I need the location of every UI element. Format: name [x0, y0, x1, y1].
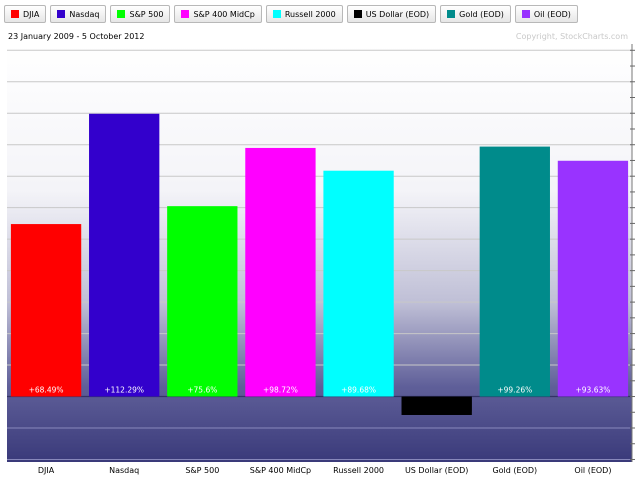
- legend-item-0[interactable]: DJIA: [4, 5, 47, 23]
- bar-0: [10, 224, 82, 397]
- bar-2: [167, 206, 238, 397]
- legend-label: Gold (EOD): [459, 9, 504, 19]
- legend-label: Oil (EOD): [533, 9, 571, 19]
- legend-swatch: [11, 10, 19, 18]
- value-label-0: +68.49%: [29, 386, 64, 395]
- legend-swatch: [353, 10, 362, 18]
- legend-swatch: [447, 10, 456, 18]
- legend-label: Russell 2000: [284, 9, 336, 19]
- bar-1: [89, 113, 160, 397]
- category-label-6: Gold (EOD): [492, 466, 537, 475]
- value-label-4: +89.68%: [341, 386, 376, 395]
- bar-3: [245, 147, 316, 397]
- bar-6: [479, 146, 550, 397]
- copyright-text: Copyright, StockCharts.com: [515, 32, 628, 41]
- value-label-3: +98.72%: [263, 386, 298, 395]
- legend-swatch: [272, 10, 281, 18]
- category-label-0: DJIA: [38, 466, 55, 475]
- legend: DJIA Nasdaq S&P 500 S&P 400 MidCp Russell 20…: [4, 5, 578, 25]
- legend-label: US Dollar (EOD): [365, 9, 430, 19]
- category-label-7: Oil (EOD): [574, 466, 611, 475]
- legend-item-6[interactable]: Gold (EOD): [440, 5, 511, 23]
- bar-7: [557, 160, 629, 397]
- legend-label: DJIA: [23, 9, 40, 19]
- value-label-1: +112.29%: [104, 386, 144, 395]
- legend-item-4[interactable]: Russell 2000: [265, 5, 343, 23]
- legend-item-1[interactable]: Nasdaq: [50, 5, 107, 23]
- legend-item-2[interactable]: S&P 500: [110, 5, 171, 23]
- value-label-bg-5: [401, 397, 472, 412]
- legend-label: Nasdaq: [69, 9, 100, 19]
- legend-label: S&P 400 MidCp: [193, 9, 255, 19]
- category-label-1: Nasdaq: [109, 466, 139, 475]
- legend-swatch: [57, 10, 66, 18]
- value-label-2: +75.6%: [187, 386, 217, 395]
- legend-swatch: [181, 10, 190, 18]
- category-label-5: US Dollar (EOD): [405, 466, 468, 475]
- category-label-3: S&P 400 MidCp: [250, 466, 311, 475]
- legend-item-5[interactable]: US Dollar (EOD): [346, 5, 437, 23]
- legend-item-3[interactable]: S&P 400 MidCp: [174, 5, 262, 23]
- value-label-6: +99.26%: [497, 386, 532, 395]
- legend-swatch: [521, 10, 530, 18]
- date-range: 23 January 2009 - 5 October 2012: [8, 32, 145, 41]
- legend-item-7[interactable]: Oil (EOD): [514, 5, 578, 23]
- category-label-4: Russell 2000: [333, 466, 384, 475]
- category-label-2: S&P 500: [185, 466, 219, 475]
- bar-4: [323, 170, 394, 397]
- legend-label: S&P 500: [129, 9, 164, 19]
- value-label-7: +93.63%: [575, 386, 610, 395]
- legend-swatch: [117, 10, 126, 18]
